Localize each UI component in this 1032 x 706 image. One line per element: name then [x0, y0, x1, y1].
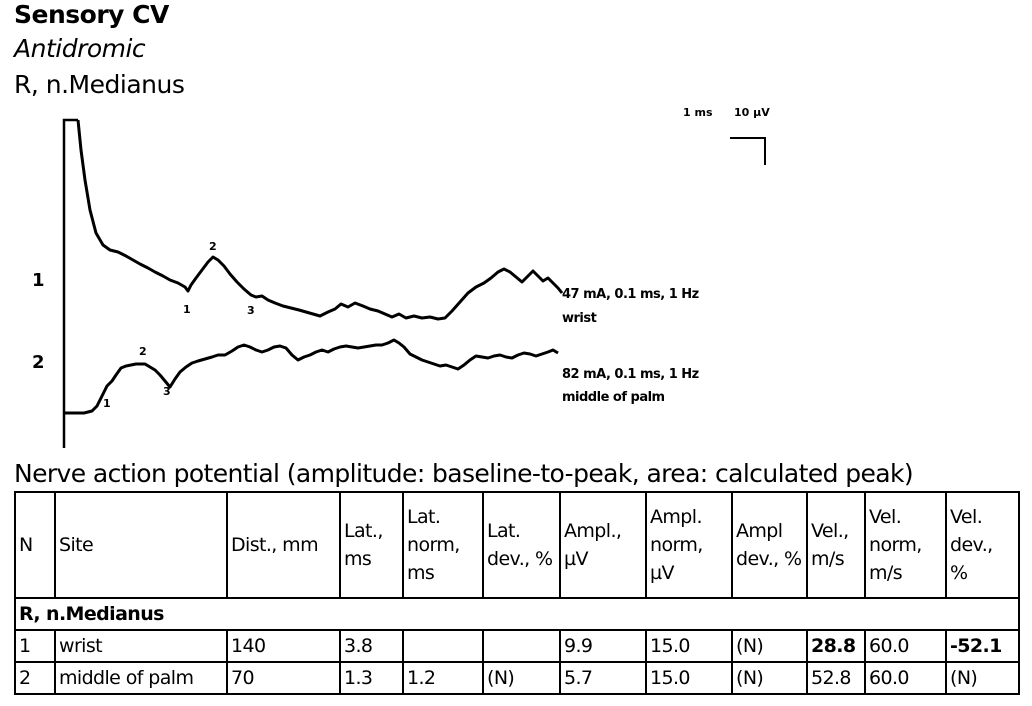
table-title: Nerve action potential (amplitude: basel…	[14, 459, 914, 488]
cell-vel: 52.8	[806, 661, 866, 695]
col-header-lat-norm: Lat. norm, ms	[402, 491, 484, 599]
trace-1-number: 1	[32, 270, 45, 291]
col-header-site: Site	[54, 491, 228, 599]
cell-dist: 70	[226, 661, 341, 695]
cell-ampl-norm: 15.0	[645, 629, 733, 663]
calibration-time-label: 1 ms	[683, 106, 713, 119]
cell-lat-dev	[482, 629, 561, 663]
cell-site: wrist	[54, 629, 228, 663]
trace-2-line	[64, 338, 559, 415]
trace-2-number: 2	[32, 352, 45, 373]
cell-lat-norm	[402, 629, 484, 663]
trace-1-site: wrist	[562, 311, 597, 326]
col-header-lat-dev: Lat. dev., %	[482, 491, 561, 599]
trace-2-site: middle of palm	[562, 390, 665, 405]
cell-site: middle of palm	[54, 661, 228, 695]
col-header-dist: Dist., mm	[226, 491, 341, 599]
cell-ampl: 9.9	[559, 629, 647, 663]
table-header-row: N Site Dist., mm Lat., ms Lat. norm, ms …	[14, 491, 1020, 599]
cell-ampl-norm: 15.0	[645, 661, 733, 695]
cell-vel-norm: 60.0	[864, 661, 947, 695]
cell-vel: 28.8	[806, 629, 866, 663]
table-row: 2 middle of palm 70 1.3 1.2 (N) 5.7 15.0…	[14, 661, 1020, 695]
table-group-row: R, n.Medianus	[14, 597, 1020, 631]
cell-vel-dev: (N)	[945, 661, 1020, 695]
cell-ampl-dev: (N)	[731, 629, 808, 663]
col-header-ampl-norm: Ampl. norm, µV	[645, 491, 733, 599]
cell-ampl: 5.7	[559, 661, 647, 695]
waveform-panel	[62, 118, 766, 448]
cell-lat-norm: 1.2	[402, 661, 484, 695]
trace-1-line	[76, 119, 564, 321]
cell-n: 1	[14, 629, 56, 663]
nerve-label: R, n.Medianus	[14, 70, 185, 99]
col-header-n: N	[14, 491, 56, 599]
cell-ampl-dev: (N)	[731, 661, 808, 695]
col-header-vel-norm: Vel. norm, m/s	[864, 491, 947, 599]
trace-2-marker-2: 2	[139, 345, 147, 358]
calibration-bar	[730, 137, 766, 165]
trace-1-marker-1: 1	[183, 303, 191, 316]
cell-dist: 140	[226, 629, 341, 663]
trace-1-stim-params: 47 mA, 0.1 ms, 1 Hz	[562, 287, 699, 302]
group-label: R, n.Medianus	[14, 597, 1020, 631]
col-header-vel: Vel., m/s	[806, 491, 866, 599]
trace-1-marker-3: 3	[247, 304, 255, 317]
cell-lat: 1.3	[339, 661, 404, 695]
col-header-vel-dev: Vel. dev., %	[945, 491, 1020, 599]
page-subtitle: Antidromic	[14, 34, 146, 63]
calibration-amplitude-label: 10 µV	[734, 106, 770, 119]
cell-n: 2	[14, 661, 56, 695]
results-table: N Site Dist., mm Lat., ms Lat. norm, ms …	[14, 491, 1020, 695]
page-title: Sensory CV	[14, 0, 169, 29]
col-header-ampl-dev: Ampl dev., %	[731, 491, 808, 599]
trace-2-marker-3: 3	[163, 385, 171, 398]
baseline-axis	[62, 118, 78, 448]
trace-2-stim-params: 82 mA, 0.1 ms, 1 Hz	[562, 367, 699, 382]
cell-lat-dev: (N)	[482, 661, 561, 695]
table-row: 1 wrist 140 3.8 9.9 15.0 (N) 28.8 60.0 -…	[14, 629, 1020, 663]
cell-vel-norm: 60.0	[864, 629, 947, 663]
col-header-ampl: Ampl., µV	[559, 491, 647, 599]
cell-vel-dev: -52.1	[945, 629, 1020, 663]
col-header-lat: Lat., ms	[339, 491, 404, 599]
trace-1-marker-2: 2	[209, 240, 217, 253]
cell-lat: 3.8	[339, 629, 404, 663]
trace-2-marker-1: 1	[103, 397, 111, 410]
